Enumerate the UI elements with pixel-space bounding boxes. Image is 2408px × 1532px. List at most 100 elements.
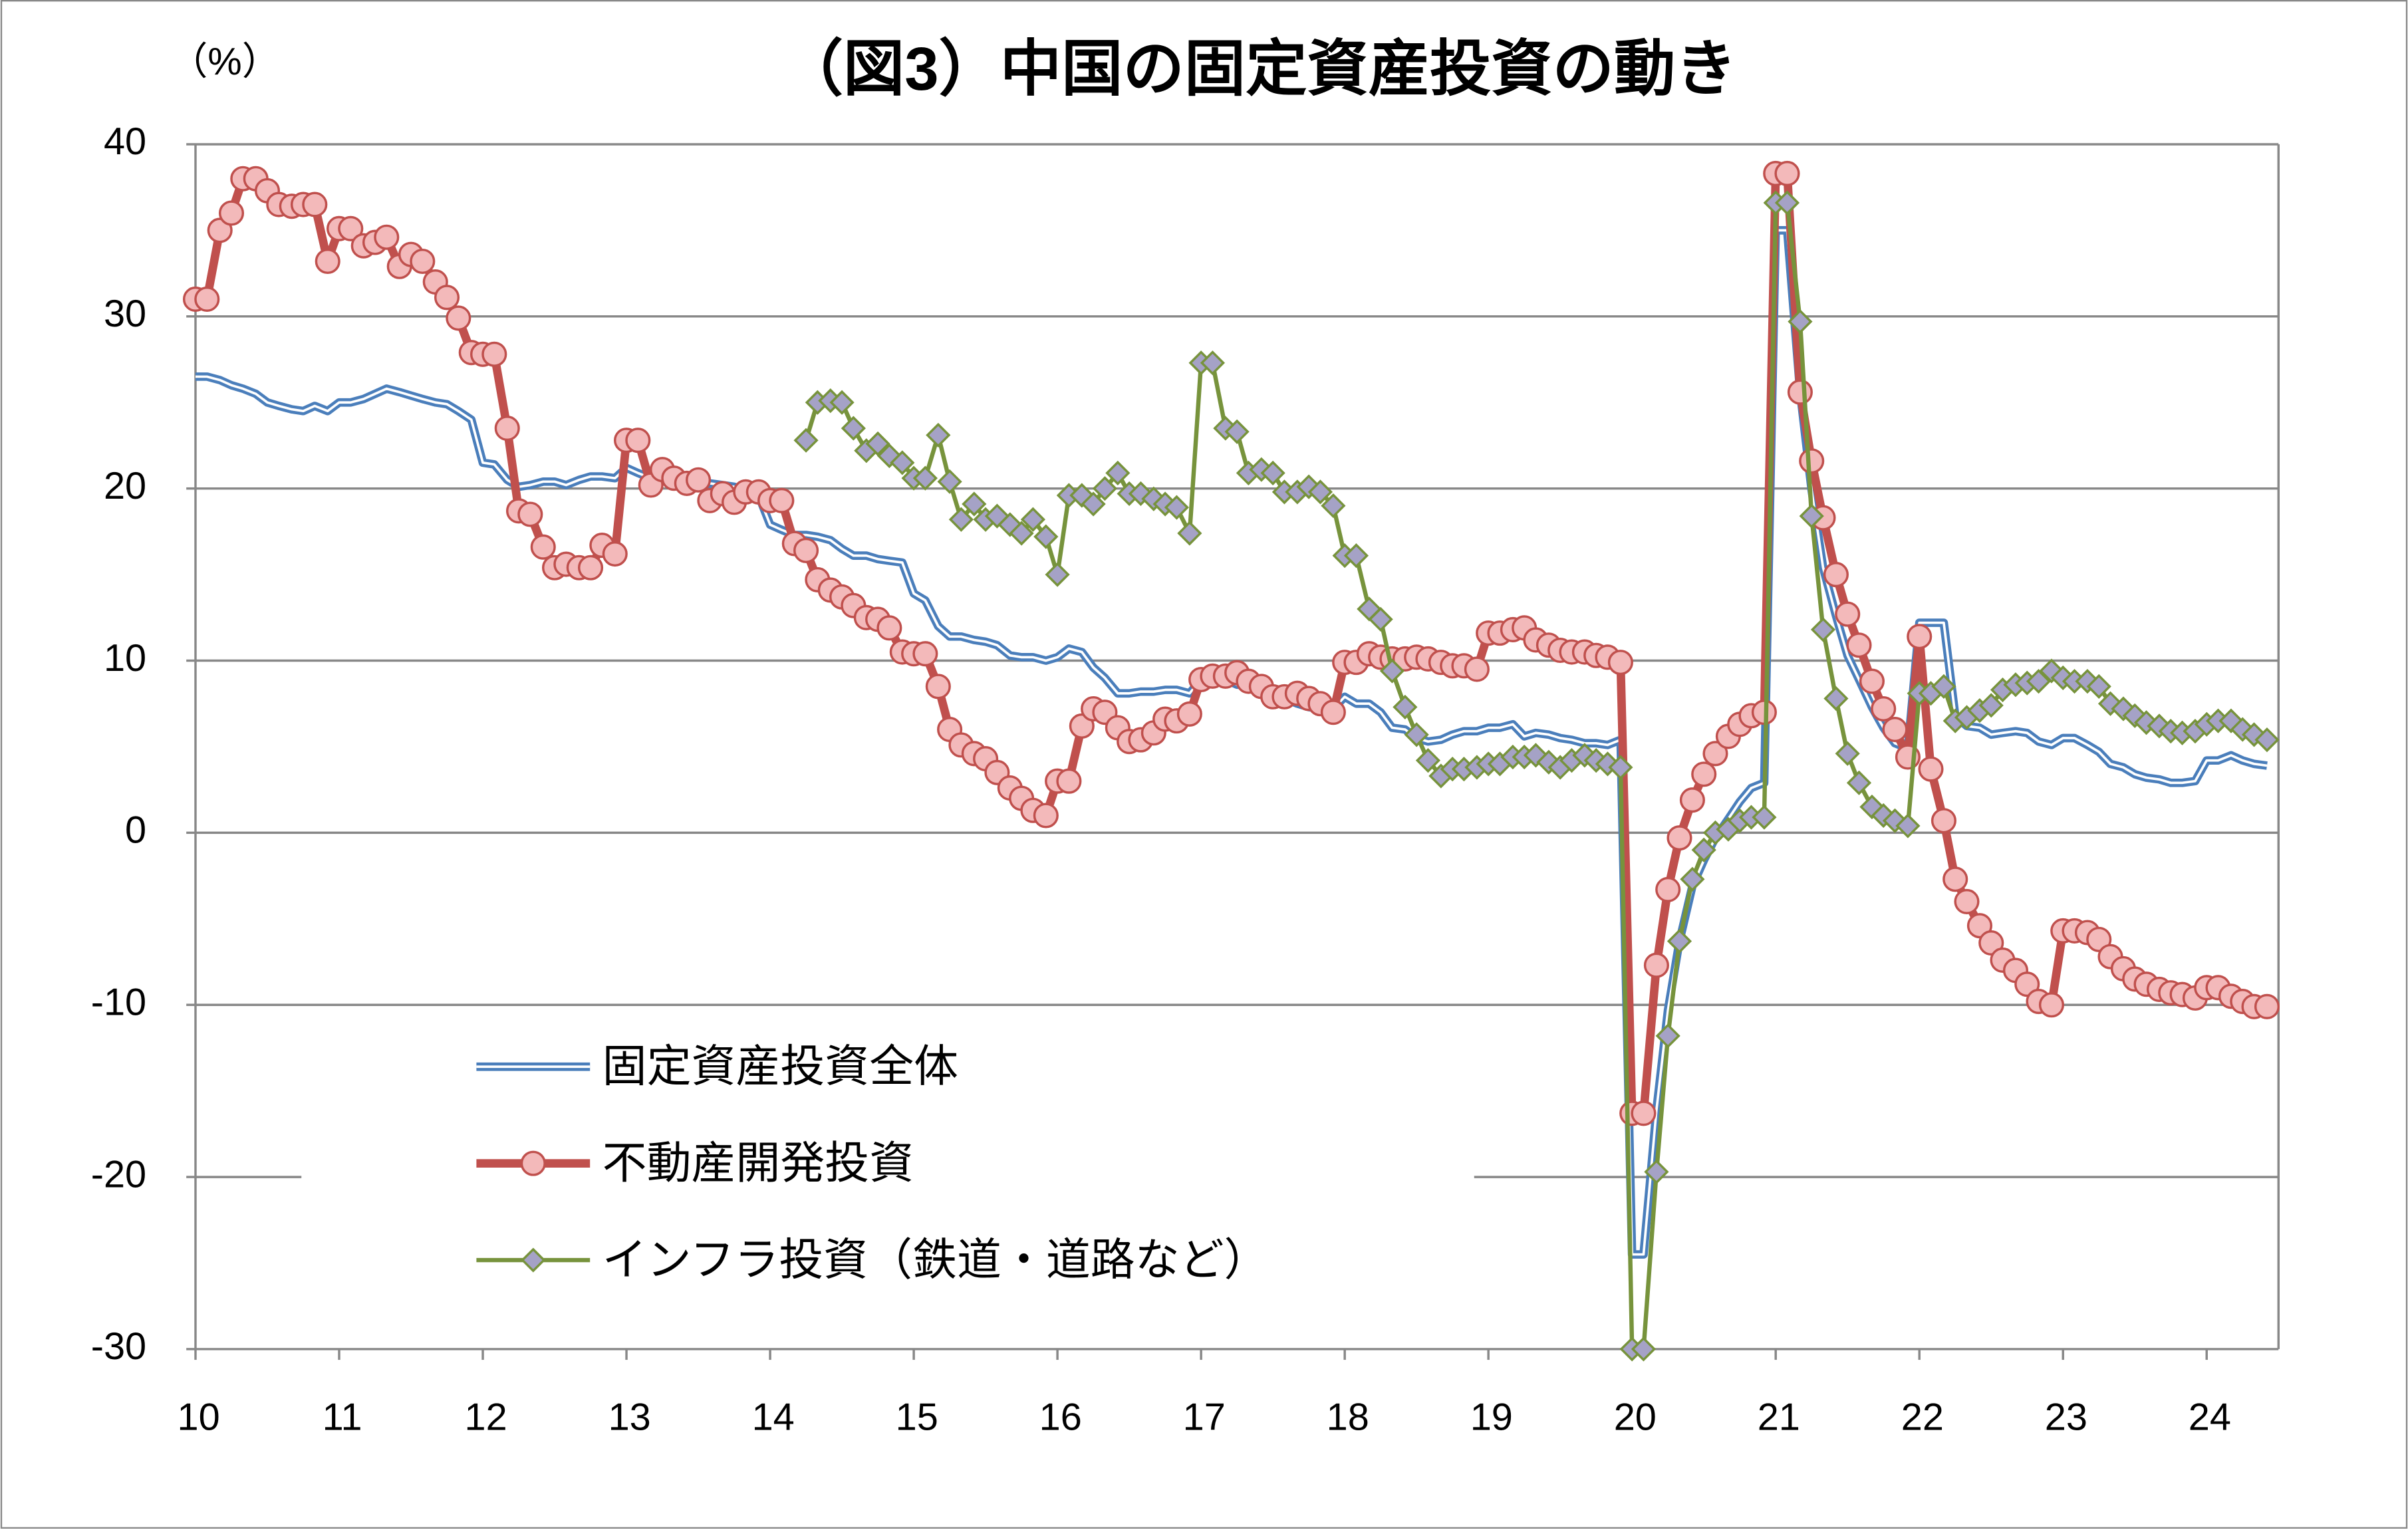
data-point [1691,761,1717,787]
data-point [998,512,1023,537]
data-point [925,674,951,700]
data-point [207,217,233,243]
data-point [1846,632,1872,658]
data-point [1859,668,1885,694]
data-point [410,248,436,275]
data-point [1607,650,1633,676]
data-point [876,615,902,641]
x-tick-label: 17 [1183,1396,1226,1438]
y-tick-label: 10 [104,637,146,680]
data-point [1871,696,1897,722]
data-point [2026,668,2052,694]
y-tick-label: -20 [91,1153,146,1196]
y-tick-label: -30 [91,1325,146,1368]
data-point [2254,993,2280,1019]
data-point [1177,521,1202,546]
data-point [1752,805,1777,830]
x-tick-label: 21 [1758,1396,1800,1438]
data-point [1009,521,1034,546]
data-point [1105,460,1131,485]
data-point [1823,562,1849,588]
data-point [1631,1337,1657,1362]
data-point [1343,543,1369,569]
y-axis-label: （%） [170,41,281,83]
data-point [1321,493,1346,519]
data-point [1655,1023,1680,1049]
data-point [625,428,651,453]
data-point [841,416,866,441]
data-point [1404,722,1429,747]
legend-label: 固定資産投資全体 [602,1042,958,1092]
data-point [481,341,507,367]
data-point [194,286,220,312]
data-point [1260,460,1285,485]
data-point [1895,813,1921,838]
x-tick-label: 24 [2189,1396,2231,1438]
x-tick-label: 13 [608,1396,651,1438]
data-point [1918,756,1944,782]
data-point [602,541,628,567]
data-point [1907,624,1933,650]
data-point [1679,787,1705,813]
y-tick-label: 20 [104,465,146,507]
data-point [517,501,543,527]
data-point [1176,701,1202,727]
legend-label: インフラ投資（鉄道・道路など） [602,1235,1269,1285]
data-point [520,1150,546,1176]
x-tick-label: 19 [1470,1396,1513,1438]
data-point [984,503,1009,529]
data-point [1056,768,1082,794]
data-point [338,215,364,241]
data-point [1667,928,1692,954]
data-point [1871,803,1896,829]
data-point [962,491,987,517]
data-point [1081,491,1106,517]
data-point [1643,952,1669,978]
plot-area [182,160,2280,1362]
data-point [2218,708,2244,733]
data-point [937,469,962,494]
data-point [1966,913,1992,939]
data-point [1774,160,1800,187]
data-point [1846,770,1872,795]
legend-label: 不動産開発投資 [602,1138,914,1188]
data-point [1691,837,1716,862]
data-point [1164,495,1190,520]
data-point [1020,507,1045,532]
data-point [2111,696,2136,721]
data-point [1415,748,1441,773]
data-point [1572,743,1597,768]
data-point [1702,741,1728,767]
data-point [1978,693,2004,718]
data-point [1835,601,1861,627]
data-point [1799,448,1825,474]
data-point [1393,694,1418,720]
data-point [2086,926,2112,952]
data-point [2038,992,2064,1018]
data-point [218,200,245,226]
grid: 40 30 20 10 0 -10 -20 -30 10 11 12 13 14 15 16 17 18 19 20… [91,120,2280,1438]
x-tick-label: 23 [2045,1396,2087,1438]
y-tick-label: 0 [125,809,146,852]
data-point [577,555,604,580]
data-point [315,248,340,275]
x-tick-label: 20 [1614,1396,1657,1438]
data-point [1787,379,1813,405]
data-point [1092,476,1117,501]
y-tick-label: 40 [104,120,146,163]
x-tick-label: 16 [1039,1396,1082,1438]
data-point [1307,479,1333,505]
data-point [1667,825,1692,851]
data-point [1788,309,1813,334]
data-point [1942,866,1968,892]
data-point [1680,866,1705,892]
data-point [1799,503,1824,529]
y-tick-label: 30 [104,293,146,335]
data-point [1224,419,1250,444]
data-point [1320,700,1346,725]
data-point [876,443,902,469]
data-point [865,431,890,456]
x-tick-label: 12 [465,1396,507,1438]
